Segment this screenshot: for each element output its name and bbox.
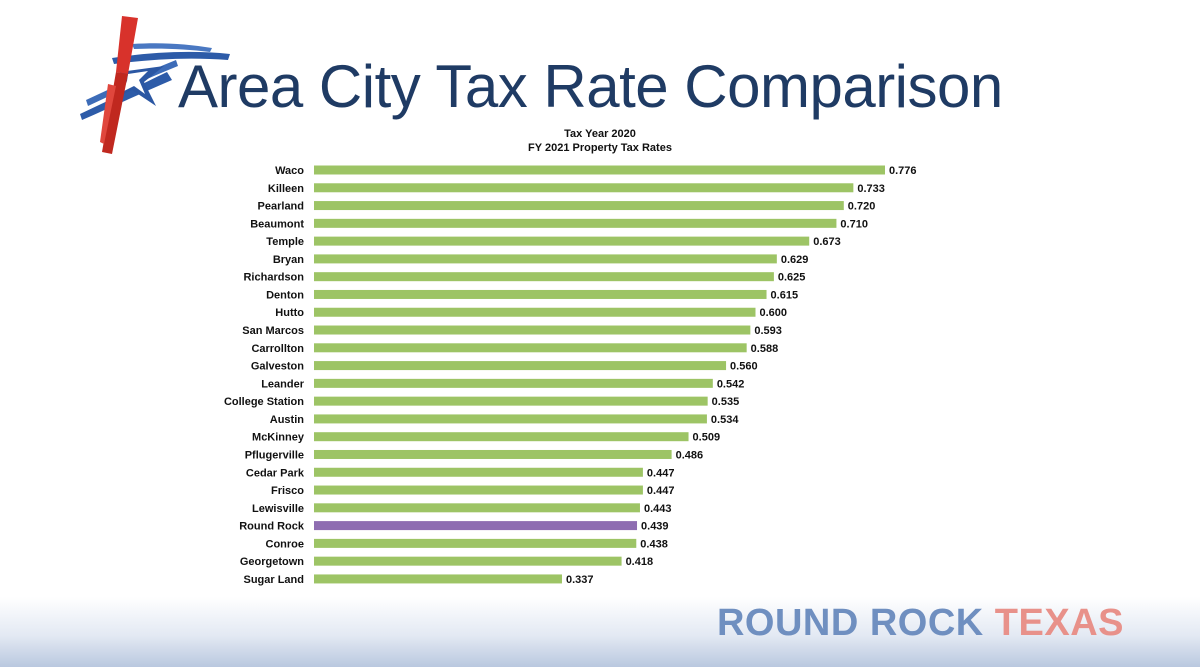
bar-beaumont	[314, 218, 837, 228]
category-label: Leander	[261, 378, 305, 390]
footer-gradient-band	[0, 597, 1200, 667]
bar-round-rock	[314, 521, 638, 531]
bar-waco	[314, 165, 885, 175]
category-label: Pflugerville	[245, 449, 304, 461]
value-label: 0.733	[857, 183, 885, 195]
category-label: Sugar Land	[243, 574, 304, 586]
bar-sugar-land	[314, 574, 562, 584]
value-label: 0.593	[754, 325, 782, 337]
category-label: Waco	[275, 165, 304, 177]
category-label: Lewisville	[252, 503, 304, 515]
bar-mckinney	[314, 432, 689, 442]
brand-name-primary: ROUND ROCK	[716, 602, 984, 644]
value-label: 0.439	[641, 521, 669, 533]
category-label: Richardson	[243, 272, 304, 284]
value-label: 0.509	[693, 432, 721, 444]
value-label: 0.560	[730, 361, 758, 373]
bar-pflugerville	[314, 449, 672, 459]
value-label: 0.615	[771, 289, 799, 301]
bar-carrollton	[314, 343, 747, 353]
category-label: Temple	[266, 236, 304, 248]
value-label: 0.720	[848, 201, 876, 213]
bar-san-marcos	[314, 325, 751, 335]
value-label: 0.629	[781, 254, 809, 266]
value-label: 0.337	[566, 574, 594, 586]
value-label: 0.438	[640, 538, 668, 550]
category-label: College Station	[224, 396, 304, 408]
brand-name-secondary: TEXAS	[994, 602, 1124, 644]
bar-killeen	[314, 183, 854, 193]
category-label: Galveston	[251, 361, 304, 373]
bar-galveston	[314, 361, 727, 371]
value-label: 0.535	[712, 396, 740, 408]
star-flag-logo-icon	[80, 16, 230, 154]
value-label: 0.447	[647, 467, 675, 479]
value-label: 0.600	[759, 307, 787, 319]
brand-wordmark: ROUND ROCK TEXAS	[717, 602, 1124, 645]
category-label: Pearland	[258, 201, 304, 213]
bar-college-station	[314, 396, 708, 406]
bar-frisco	[314, 485, 643, 495]
category-label: Beaumont	[250, 218, 304, 230]
tax-rate-bar-chart: Tax Year 2020 FY 2021 Property Tax Rates W…	[224, 128, 917, 586]
bar-pearland	[314, 201, 844, 211]
value-label: 0.447	[647, 485, 675, 497]
chart-subtitle: FY 2021 Property Tax Rates	[528, 142, 672, 154]
category-label: Killeen	[268, 183, 304, 195]
value-label: 0.588	[751, 343, 779, 355]
category-label: Denton	[266, 289, 304, 301]
page-title: Area City Tax Rate Comparison	[178, 53, 1003, 120]
bar-temple	[314, 236, 810, 246]
value-label: 0.710	[840, 218, 868, 230]
category-label: Frisco	[271, 485, 304, 497]
category-label: Cedar Park	[246, 467, 305, 479]
bar-leander	[314, 378, 713, 388]
value-label: 0.486	[676, 449, 704, 461]
category-label: McKinney	[252, 432, 305, 444]
bar-richardson	[314, 272, 774, 282]
bar-georgetown	[314, 556, 622, 566]
value-label: 0.534	[711, 414, 739, 426]
bar-bryan	[314, 254, 777, 264]
value-label: 0.443	[644, 503, 672, 515]
value-label: 0.625	[778, 272, 806, 284]
category-label: Bryan	[273, 254, 304, 266]
category-label: Conroe	[266, 538, 305, 550]
value-label: 0.673	[813, 236, 841, 248]
category-label: Round Rock	[239, 521, 305, 533]
value-label: 0.418	[626, 556, 654, 568]
bar-hutto	[314, 307, 756, 317]
bar-conroe	[314, 538, 637, 548]
category-label: Carrollton	[251, 343, 304, 355]
bar-cedar-park	[314, 467, 643, 477]
chart-title: Tax Year 2020	[564, 128, 636, 140]
category-label: Austin	[270, 414, 305, 426]
category-label: Georgetown	[240, 556, 304, 568]
value-label: 0.776	[889, 165, 917, 177]
category-label: San Marcos	[242, 325, 304, 337]
bar-lewisville	[314, 503, 640, 513]
bar-denton	[314, 289, 767, 299]
bar-austin	[314, 414, 707, 424]
value-label: 0.542	[717, 378, 745, 390]
category-label: Hutto	[275, 307, 304, 319]
